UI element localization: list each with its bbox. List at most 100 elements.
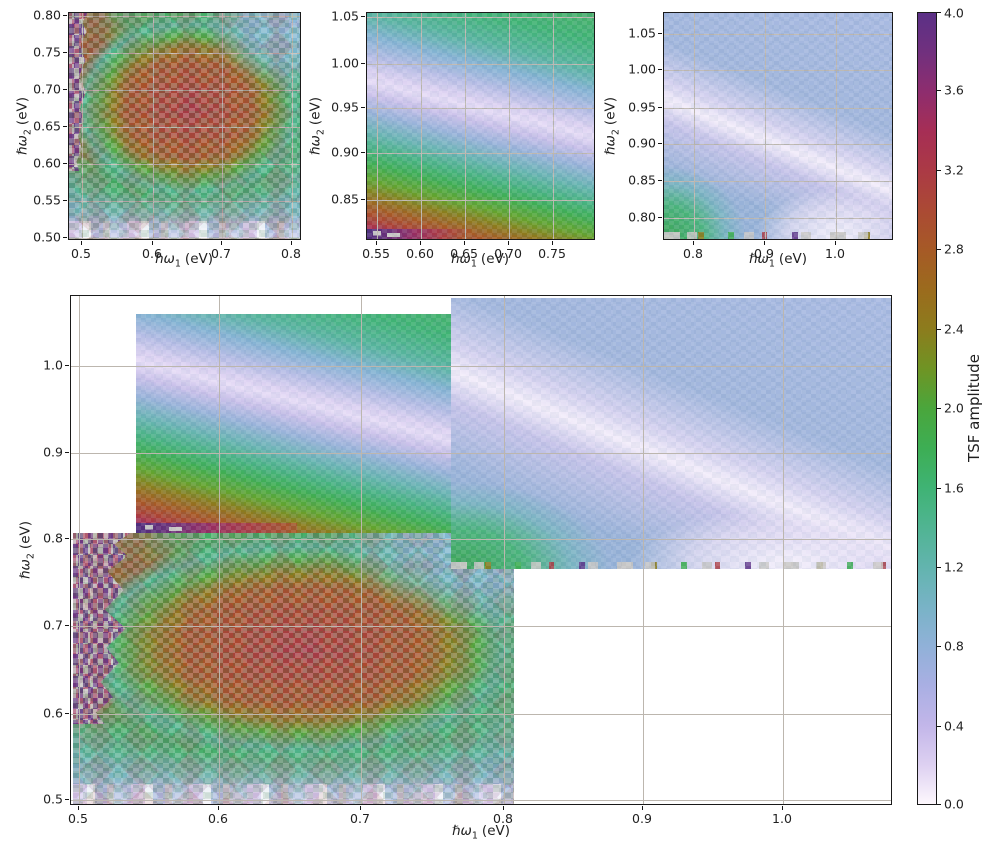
high-amplitude-bottom-row xyxy=(136,523,297,533)
x-tick-label: 0.6 xyxy=(142,246,162,261)
noisy-bottom-row xyxy=(664,232,892,239)
y-tick-label: 1.05 xyxy=(628,25,656,41)
colorbar-tick-label: 0.8 xyxy=(944,638,964,654)
colorbar-label: TSF amplitude xyxy=(965,354,983,462)
colorbar-tick-label: 1.2 xyxy=(944,559,964,575)
unit-ev: (eV) xyxy=(602,97,619,126)
unit-ev: (eV) xyxy=(14,97,31,126)
subscript-2: 2 xyxy=(25,553,37,560)
x-axis-label: ℏω1 (eV) xyxy=(451,251,509,270)
x-tick-label: 0.5 xyxy=(71,246,91,261)
hbar-omega: ℏω xyxy=(451,251,471,267)
unit-ev: (eV) xyxy=(480,251,509,267)
colorbar-tick-label: 2.0 xyxy=(944,400,964,416)
patch-low-energy-scan xyxy=(73,533,514,804)
subscript-1: 1 xyxy=(768,258,775,270)
x-tick-label: 0.8 xyxy=(281,246,301,261)
y-tick-label: 0.80 xyxy=(628,209,656,225)
colorbar-tick-label: 3.6 xyxy=(944,82,964,98)
hbar-omega: ℏω xyxy=(307,135,324,155)
y-axis-label: ℏω2 (eV) xyxy=(603,97,622,155)
unit-ev: (eV) xyxy=(307,97,324,126)
x-axis-label: ℏω1 (eV) xyxy=(452,823,510,842)
y-tick-marks xyxy=(63,12,67,240)
y-tick-label: 0.85 xyxy=(331,191,359,207)
missing-data-strip xyxy=(73,533,131,725)
low-amplitude-noise-strip xyxy=(69,220,300,239)
y-tick-marks xyxy=(361,12,365,240)
y-tick-label: 1.00 xyxy=(628,61,656,77)
noisy-bottom-row xyxy=(451,562,891,569)
x-tick-marks xyxy=(663,241,893,245)
y-tick-label: 1.05 xyxy=(331,8,359,24)
colorbar-tick-label: 1.6 xyxy=(944,480,964,496)
hbar-omega: ℏω xyxy=(452,823,472,839)
subscript-1: 1 xyxy=(471,830,478,842)
x-tick-label: 0.9 xyxy=(754,246,774,261)
subscript-2: 2 xyxy=(315,129,327,136)
x-tick-label: 0.7 xyxy=(211,246,231,261)
hbar-omega: ℏω xyxy=(602,135,619,155)
hbar-omega: ℏω xyxy=(749,251,769,267)
hbar-omega: ℏω xyxy=(14,135,31,155)
y-tick-marks xyxy=(65,295,69,805)
gridlines xyxy=(664,13,892,239)
colorbar xyxy=(917,12,937,805)
unit-ev: (eV) xyxy=(481,823,510,839)
panel-top-middle-heatmap xyxy=(366,12,595,240)
panel-top-right-heatmap xyxy=(663,12,893,240)
colorbar-tick-label: 0.4 xyxy=(944,718,964,734)
subscript-2: 2 xyxy=(22,129,34,136)
colorbar-tick-label: 3.2 xyxy=(944,162,964,178)
colorbar-tick-label: 4.0 xyxy=(944,5,964,21)
y-tick-label: 1.00 xyxy=(331,55,359,71)
x-tick-label: 0.9 xyxy=(632,811,652,826)
x-tick-label: 0.75 xyxy=(538,246,566,261)
hbar-omega: ℏω xyxy=(17,559,34,579)
x-axis-label: ℏω1 (eV) xyxy=(749,251,807,270)
colorbar-tick-marks xyxy=(937,12,941,805)
y-tick-label: 0.8 xyxy=(43,530,63,546)
y-axis-label: ℏω2 (eV) xyxy=(15,97,34,155)
high-amplitude-bottom-row xyxy=(367,228,472,239)
panel-bottom-composite-heatmap xyxy=(70,295,892,805)
unit-ev: (eV) xyxy=(184,251,213,267)
x-tick-label: 0.60 xyxy=(406,246,434,261)
y-tick-label: 0.60 xyxy=(33,155,61,171)
y-tick-marks xyxy=(658,12,662,240)
y-tick-label: 0.85 xyxy=(628,172,656,188)
x-tick-label: 1.0 xyxy=(772,811,792,826)
y-tick-label: 0.7 xyxy=(43,617,63,633)
x-tick-label: 1.0 xyxy=(825,246,845,261)
subscript-1: 1 xyxy=(174,258,181,270)
y-axis-label: ℏω2 (eV) xyxy=(18,521,37,579)
patch-mid-energy-scan xyxy=(136,314,486,533)
unit-ev: (eV) xyxy=(17,521,34,550)
y-tick-label: 0.65 xyxy=(33,118,61,134)
x-tick-marks xyxy=(70,806,892,810)
y-axis-label: ℏω2 (eV) xyxy=(308,97,327,155)
x-tick-label: 0.6 xyxy=(208,811,228,826)
x-tick-label: 0.55 xyxy=(362,246,390,261)
colorbar-tick-label: 2.4 xyxy=(944,321,964,337)
subscript-1: 1 xyxy=(470,258,477,270)
x-tick-marks xyxy=(68,241,301,245)
panel-top-left-heatmap xyxy=(68,12,301,240)
colorbar-tick-label: 0.0 xyxy=(944,796,964,812)
y-tick-label: 0.9 xyxy=(43,444,63,460)
y-tick-label: 0.80 xyxy=(33,7,61,23)
missing-data-strip xyxy=(69,13,88,172)
y-tick-label: 0.6 xyxy=(43,705,63,721)
y-tick-label: 1.0 xyxy=(43,357,63,373)
x-tick-label: 0.8 xyxy=(493,811,513,826)
low-amplitude-noise-strip xyxy=(73,784,514,804)
y-tick-label: 0.90 xyxy=(628,135,656,151)
y-tick-label: 0.90 xyxy=(331,144,359,160)
subscript-2: 2 xyxy=(610,129,622,136)
unit-ev: (eV) xyxy=(778,251,807,267)
x-tick-label: 0.7 xyxy=(350,811,370,826)
y-tick-label: 0.55 xyxy=(33,192,61,208)
y-tick-label: 0.75 xyxy=(33,44,61,60)
gridlines xyxy=(69,13,300,239)
